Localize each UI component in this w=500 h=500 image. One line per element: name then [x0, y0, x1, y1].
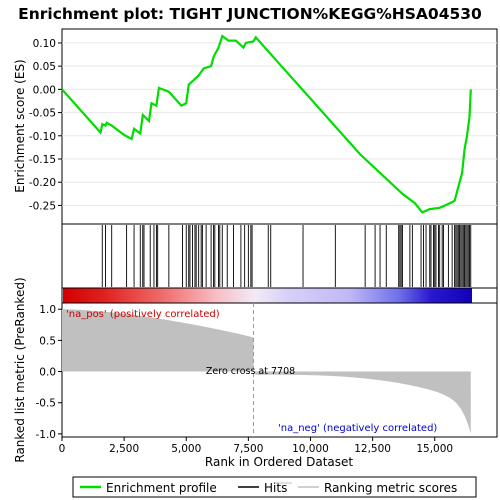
x-tick-label: 15,000	[416, 443, 453, 455]
legend-item-hits: Hits	[264, 481, 287, 495]
x-tick-label: 12,500	[354, 443, 391, 455]
es-y-tick-label: -0.20	[29, 177, 56, 189]
metric-y-tick-label: 1.0	[39, 304, 56, 316]
es-y-tick-label: -0.15	[29, 154, 56, 166]
x-tick-label: 2,500	[109, 443, 139, 455]
legend-item-enrichment-profile: Enrichment profile	[106, 481, 217, 495]
es-y-tick-label: 0.05	[33, 61, 56, 73]
es-y-axis-label: Enrichment score (ES)	[13, 59, 27, 192]
es-panel	[61, 28, 498, 225]
es-y-tick-label: -0.10	[29, 131, 56, 143]
es-y-tick-label: 0.00	[33, 84, 56, 96]
metric-y-tick-label: -1.0	[36, 429, 57, 441]
metric-y-axis-label: Ranked list metric (PreRanked)	[13, 277, 27, 462]
metric-y-axis: 1.0 0.5 0.0 -0.5 -1.0	[36, 304, 62, 441]
x-tick-label: 10,000	[292, 443, 329, 455]
x-axis: 0 2,500 5,000 7,500 10,000 12,500 15,000	[59, 437, 453, 455]
x-tick-label: 5,000	[171, 443, 201, 455]
zero-cross-annotation: Zero cross at 7708	[206, 366, 295, 377]
legend-item-ranking-metric: Ranking metric scores	[324, 481, 457, 495]
chart-title: Enrichment plot: TIGHT JUNCTION%KEGG%HSA…	[18, 5, 482, 23]
x-axis-label: Rank in Ordered Dataset	[205, 455, 353, 469]
es-y-tick-label: 0.10	[33, 38, 56, 50]
rank-color-bar	[63, 288, 472, 303]
enrichment-profile-line	[61, 34, 472, 214]
ranking-metric-area	[62, 309, 471, 434]
hits-panel	[61, 223, 498, 289]
es-y-tick-label: -0.05	[29, 108, 56, 120]
es-y-tick-label: -0.25	[29, 200, 56, 212]
es-y-axis: 0.10 0.05 0.00 -0.05 -0.10 -0.15 -0.20 -0.25	[29, 38, 62, 212]
legend	[72, 476, 477, 498]
x-tick-label: 7,500	[233, 443, 263, 455]
x-tick-label: 0	[59, 443, 66, 455]
pos-annotation: 'na_pos' (positively correlated)	[66, 309, 220, 320]
neg-annotation: 'na_neg' (negatively correlated)	[278, 423, 437, 434]
metric-y-tick-label: -0.5	[36, 398, 57, 410]
metric-y-tick-label: 0.5	[39, 335, 56, 347]
metric-y-tick-label: 0.0	[39, 367, 56, 379]
